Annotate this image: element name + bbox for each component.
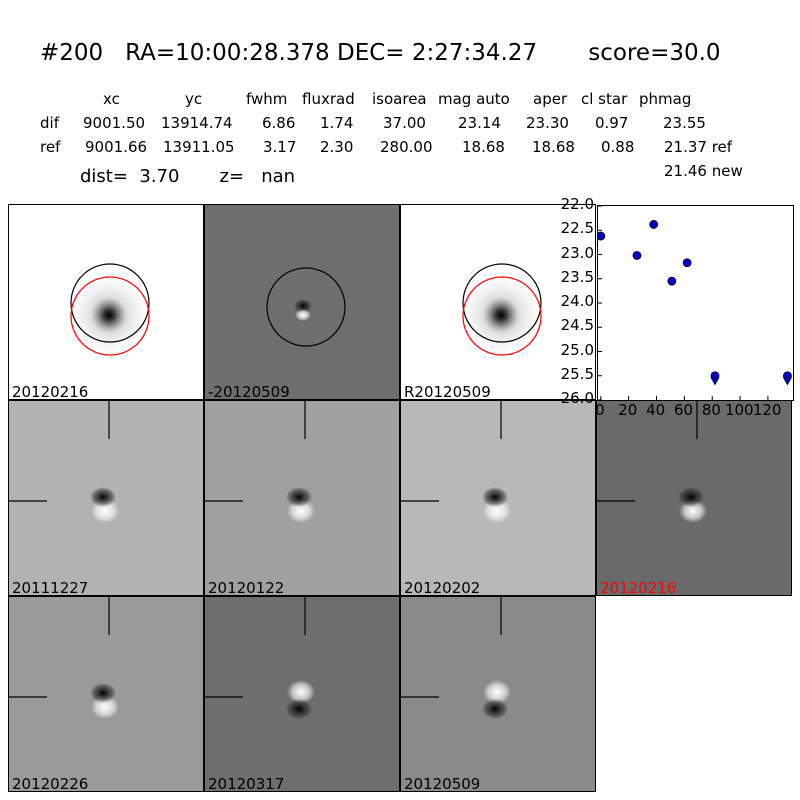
- stamp-date-label: 20120226: [12, 775, 89, 792]
- y-tick-label: 25.0: [560, 340, 594, 359]
- y-tick-label: 24.5: [560, 316, 594, 335]
- data-point: [649, 220, 659, 229]
- table-cell: 23.14: [458, 114, 501, 132]
- x-tick-label: 60: [673, 401, 694, 419]
- stamp-panel: 20120509: [400, 596, 596, 792]
- y-tick-label: 22.0: [560, 195, 594, 213]
- stamp-date-label: R20120509: [404, 383, 491, 400]
- col-header-fwhm: fwhm: [246, 90, 288, 108]
- stamp-image: [64, 263, 154, 360]
- dist-line: dist= 3.70 z= nan: [80, 166, 296, 187]
- data-point: [632, 251, 642, 260]
- stamp-date-label: 20111227: [12, 579, 89, 596]
- row-label-dif: dif: [40, 114, 59, 132]
- stamp-date-label: 20120202: [404, 579, 481, 596]
- col-header-xc: xc: [103, 90, 120, 108]
- table-cell: 0.88: [601, 138, 635, 156]
- col-header-mag-auto: mag auto: [438, 90, 510, 108]
- x-tick-label: 80: [701, 401, 721, 419]
- stamp-panel: 20120226: [8, 596, 204, 792]
- table-cell: 280.00: [380, 138, 433, 156]
- stamp-date-label: 20120216: [600, 579, 677, 596]
- stamp-image: [9, 401, 119, 523]
- stamp-date-label: 20120509: [404, 775, 481, 792]
- col-header-yc: yc: [185, 90, 203, 108]
- stamp-image: [205, 401, 315, 523]
- y-tick-label: 26.0: [560, 389, 594, 407]
- stamp-image: [597, 401, 707, 523]
- x-tick-label: 120: [752, 401, 782, 419]
- y-tick-label: 23.0: [560, 243, 594, 262]
- x-tick-label: 0: [595, 401, 605, 419]
- table-cell: 6.86: [262, 114, 296, 132]
- stamp-image: [456, 263, 546, 360]
- col-header-fluxrad: fluxrad: [302, 90, 355, 108]
- stamp-image: [266, 267, 346, 347]
- y-tick-label: 23.5: [560, 267, 594, 286]
- upper-limit-marker: [710, 377, 720, 386]
- stamp-panel: 20120317: [204, 596, 400, 792]
- table-cell: 2.30: [320, 138, 354, 156]
- y-tick-label: 22.5: [560, 219, 594, 238]
- phmag-new: 21.46 new: [664, 162, 743, 180]
- table-cell: 21.37 ref: [664, 138, 733, 156]
- data-point: [667, 276, 677, 286]
- table-cell: 23.55: [663, 114, 706, 132]
- x-tick-label: 20: [618, 401, 638, 419]
- stamp-image: [9, 597, 119, 719]
- table-cell: 13911.05: [163, 138, 235, 156]
- col-header-phmag: phmag: [639, 90, 692, 108]
- lightcurve-plot: [596, 205, 794, 401]
- stamp-date-label: 20120216: [12, 383, 89, 400]
- upper-limit-marker: [782, 377, 792, 386]
- stamp-image: [401, 597, 511, 719]
- stamp-panel: 20120122: [204, 400, 400, 596]
- y-tick-label: 24.0: [560, 292, 594, 310]
- stamp-date-label: -20120509: [208, 383, 290, 400]
- lightcurve-svg: [596, 205, 792, 401]
- stamp-panel: R20120509: [400, 204, 596, 400]
- col-header-cl-star: cl star: [581, 90, 628, 108]
- table-cell: 18.68: [462, 138, 505, 156]
- y-tick-label: 25.5: [560, 364, 594, 383]
- col-header-aper: aper: [533, 90, 568, 108]
- x-tick-label: 100: [724, 401, 754, 419]
- stamp-date-label: 20120122: [208, 579, 285, 596]
- stamp-panel: 20120216: [8, 204, 204, 400]
- stamp-panel: 20111227: [8, 400, 204, 596]
- table-cell: 9001.50: [83, 114, 146, 132]
- table-cell: 0.97: [595, 114, 629, 132]
- table-cell: 13914.74: [161, 114, 233, 132]
- col-header-isoarea: isoarea: [372, 90, 427, 108]
- table-cell: 23.30: [526, 114, 569, 132]
- table-cell: 1.74: [320, 114, 354, 132]
- data-point: [682, 258, 692, 268]
- table-cell: 37.00: [383, 114, 426, 132]
- stamp-image: [205, 597, 315, 719]
- stamp-image: [401, 401, 511, 523]
- x-tick-label: 40: [646, 401, 666, 419]
- stamp-date-label: 20120317: [208, 775, 285, 792]
- stamp-panel: -20120509: [204, 204, 400, 400]
- table-cell: 9001.66: [85, 138, 148, 156]
- row-label-ref: ref: [40, 138, 61, 156]
- page-title: #200 RA=10:00:28.378 DEC= 2:27:34.27 sco…: [40, 40, 721, 66]
- table-cell: 3.17: [263, 138, 297, 156]
- stamp-panel: 20120202: [400, 400, 596, 596]
- data-point: [596, 231, 606, 241]
- stamp-panel: 20120216: [596, 400, 792, 596]
- table-cell: 18.68: [532, 138, 575, 156]
